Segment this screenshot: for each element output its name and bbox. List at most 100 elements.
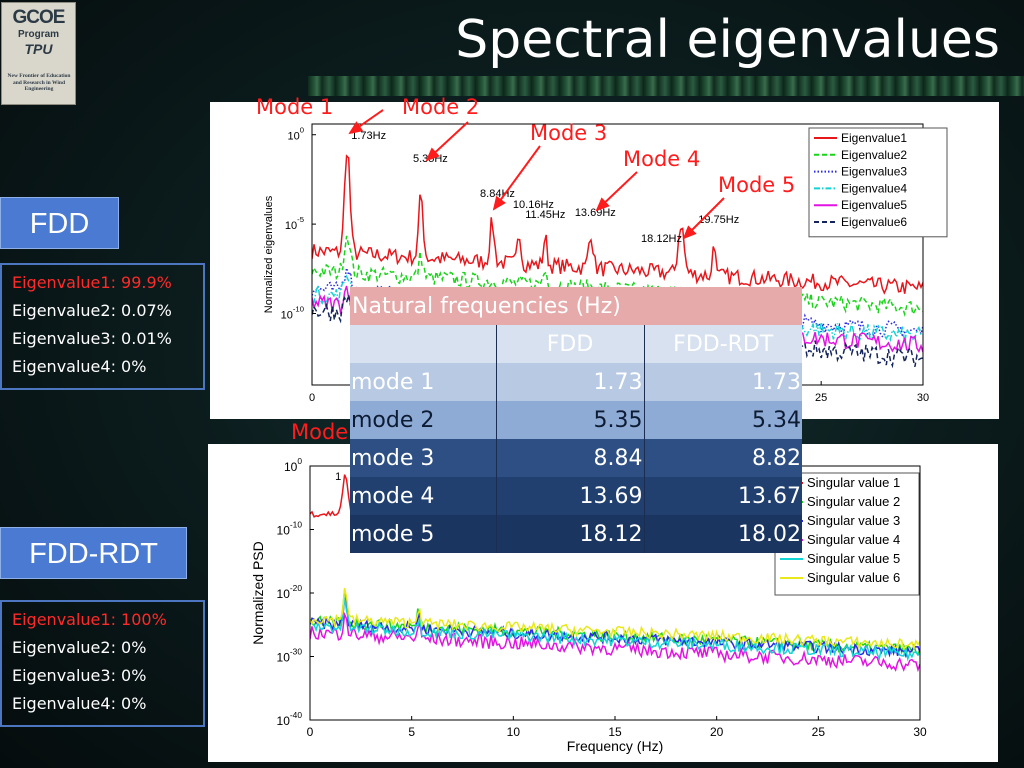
x-tick-label: 20 — [710, 725, 724, 739]
decorative-band — [308, 76, 1024, 96]
table-cell-mode: mode 1 — [350, 363, 497, 401]
peak-label: 1 — [335, 471, 341, 483]
natural-frequencies-table: Natural frequencies (Hz) FDD FDD-RDT mod… — [350, 287, 802, 553]
peak-label: 18.12Hz — [641, 233, 682, 245]
table-header-fdd-rdt: FDD-RDT — [673, 331, 774, 357]
table-cell-mode: mode 2 — [350, 401, 497, 439]
y-axis-label: Normalized PSD — [250, 541, 266, 644]
series-line-6 — [310, 587, 920, 651]
legend-label: Singular value 6 — [807, 570, 900, 585]
legend-label: Eigenvalue2 — [841, 148, 907, 162]
table-title: Natural frequencies (Hz) — [352, 293, 621, 319]
mode-3-label: Mode 3 — [530, 121, 608, 145]
y-tick-label: 10-10 — [277, 520, 303, 538]
mode-4-label: Mode 4 — [623, 147, 701, 171]
x-tick-label: 30 — [913, 725, 927, 739]
fdd-label-box: FDD — [0, 197, 119, 249]
fdd-rdt-eigenvalue-1: Eigenvalue1: 100% — [12, 610, 167, 629]
y-tick-label: 100 — [287, 126, 304, 143]
table-row: mode 4 13.69 13.67 — [350, 477, 802, 515]
x-tick-label: 30 — [917, 392, 929, 404]
fdd-rdt-eigenvalue-4: Eigenvalue4: 0% — [12, 694, 147, 713]
legend-label: Eigenvalue3 — [841, 165, 907, 179]
y-tick-label: 100 — [284, 456, 302, 474]
slide-title: Spectral eigenvalues — [455, 10, 1000, 70]
x-axis-label: Frequency (Hz) — [567, 738, 663, 754]
y-axis-label: Normalized eigenvalues — [263, 195, 275, 313]
table-row: mode 2 5.35 5.34 — [350, 401, 802, 439]
table-title-row: Natural frequencies (Hz) — [350, 287, 802, 325]
logo-line3: TPU — [24, 41, 53, 57]
fdd-rdt-eigenvalue-box: Eigenvalue1: 100% Eigenvalue2: 0% Eigenv… — [0, 600, 205, 727]
lower-mode-label: Mode — [291, 420, 349, 444]
series-line-4 — [312, 274, 923, 344]
x-tick-label: 25 — [812, 725, 826, 739]
table-row: mode 5 18.12 18.02 — [350, 515, 802, 553]
fdd-rdt-eigenvalue-2: Eigenvalue2: 0% — [12, 638, 147, 657]
fdd-eigenvalue-1: Eigenvalue1: 99.9% — [12, 273, 172, 292]
table-row: mode 3 8.84 8.82 — [350, 439, 802, 477]
series-line-1 — [312, 154, 923, 295]
logo-tagline: New Frontier of Education and Research i… — [7, 73, 71, 92]
table-header-fdd: FDD — [496, 325, 645, 363]
legend-box — [774, 472, 920, 596]
legend-label: Eigenvalue4 — [841, 181, 907, 195]
logo-line2: Program — [17, 29, 60, 40]
fdd-eigenvalue-3: Eigenvalue3: 0.01% — [12, 329, 172, 348]
fdd-eigenvalue-box: Eigenvalue1: 99.9% Eigenvalue2: 0.07% Ei… — [0, 263, 205, 390]
legend-label: Singular value 4 — [807, 532, 900, 547]
table-row: mode 1 1.73 1.73 — [350, 363, 802, 401]
table-cell-rdt: 18.02 — [738, 521, 801, 547]
table-cell-mode: mode 4 — [350, 477, 497, 515]
x-tick-label: 10 — [507, 725, 521, 739]
fdd-rdt-label-box: FDD-RDT — [0, 527, 187, 579]
peak-label: 8.84Hz — [480, 188, 515, 200]
mode-5-label: Mode 5 — [718, 173, 796, 197]
legend-label: Singular value 1 — [807, 475, 900, 490]
fdd-eigenvalue-2: Eigenvalue2: 0.07% — [12, 301, 172, 320]
table-cell-mode: mode 3 — [350, 439, 497, 477]
x-tick-label: 5 — [408, 725, 415, 739]
fdd-rdt-eigenvalue-3: Eigenvalue3: 0% — [12, 666, 147, 685]
legend-label: Singular value 2 — [807, 494, 900, 509]
y-tick-label: 10-40 — [277, 710, 303, 728]
mode-1-label: Mode 1 — [256, 95, 334, 119]
fdd-eigenvalue-4: Eigenvalue4: 0% — [12, 357, 147, 376]
legend-label: Eigenvalue5 — [841, 198, 907, 212]
legend-label: Singular value 5 — [807, 551, 900, 566]
x-tick-label: 0 — [307, 725, 314, 739]
table-cell-mode: mode 5 — [350, 515, 497, 553]
legend-label: Singular value 3 — [807, 513, 900, 528]
gcoe-logo: GCOE Program TPU New Frontier of Educati… — [1, 2, 76, 105]
table-header-blank — [350, 325, 497, 363]
series-line-5 — [310, 596, 920, 662]
y-tick-label: 10-20 — [277, 583, 303, 601]
psd-chart: 0 5 10 15 20 25 30 100 10-10 10-20 10-30 10-40 Norma… — [250, 456, 927, 754]
peak-label: 11.45Hz — [525, 209, 565, 221]
table-cell-fdd: 1.73 — [496, 363, 645, 401]
logo-line1: GCOE — [12, 7, 66, 28]
table-cell-rdt: 13.67 — [738, 483, 801, 509]
y-tick-label: 10-5 — [285, 215, 304, 232]
peak-label: 19.75Hz — [698, 214, 739, 226]
table-cell-fdd: 13.69 — [496, 477, 645, 515]
series-line-4 — [310, 611, 920, 673]
mode-2-label: Mode 2 — [402, 95, 480, 119]
table-cell-rdt: 1.73 — [752, 369, 801, 395]
series-line-3 — [312, 267, 923, 340]
table-cell-rdt: 8.82 — [752, 445, 801, 471]
legend-label: Eigenvalue6 — [841, 215, 907, 229]
table-cell-rdt: 5.34 — [752, 407, 801, 433]
table-cell-fdd: 8.84 — [496, 439, 645, 477]
x-tick-label: 0 — [309, 392, 315, 404]
table-cell-fdd: 18.12 — [496, 515, 645, 553]
peak-label: 1.73Hz — [351, 130, 386, 142]
x-tick-label: 25 — [815, 392, 827, 404]
peak-label: 13.69Hz — [575, 207, 616, 219]
x-tick-label: 15 — [608, 725, 622, 739]
legend-box — [808, 127, 948, 238]
series-line-2 — [312, 235, 923, 318]
table-header-row: FDD FDD-RDT — [350, 325, 802, 363]
table-cell-fdd: 5.35 — [496, 401, 645, 439]
y-tick-label: 10-30 — [277, 647, 303, 665]
